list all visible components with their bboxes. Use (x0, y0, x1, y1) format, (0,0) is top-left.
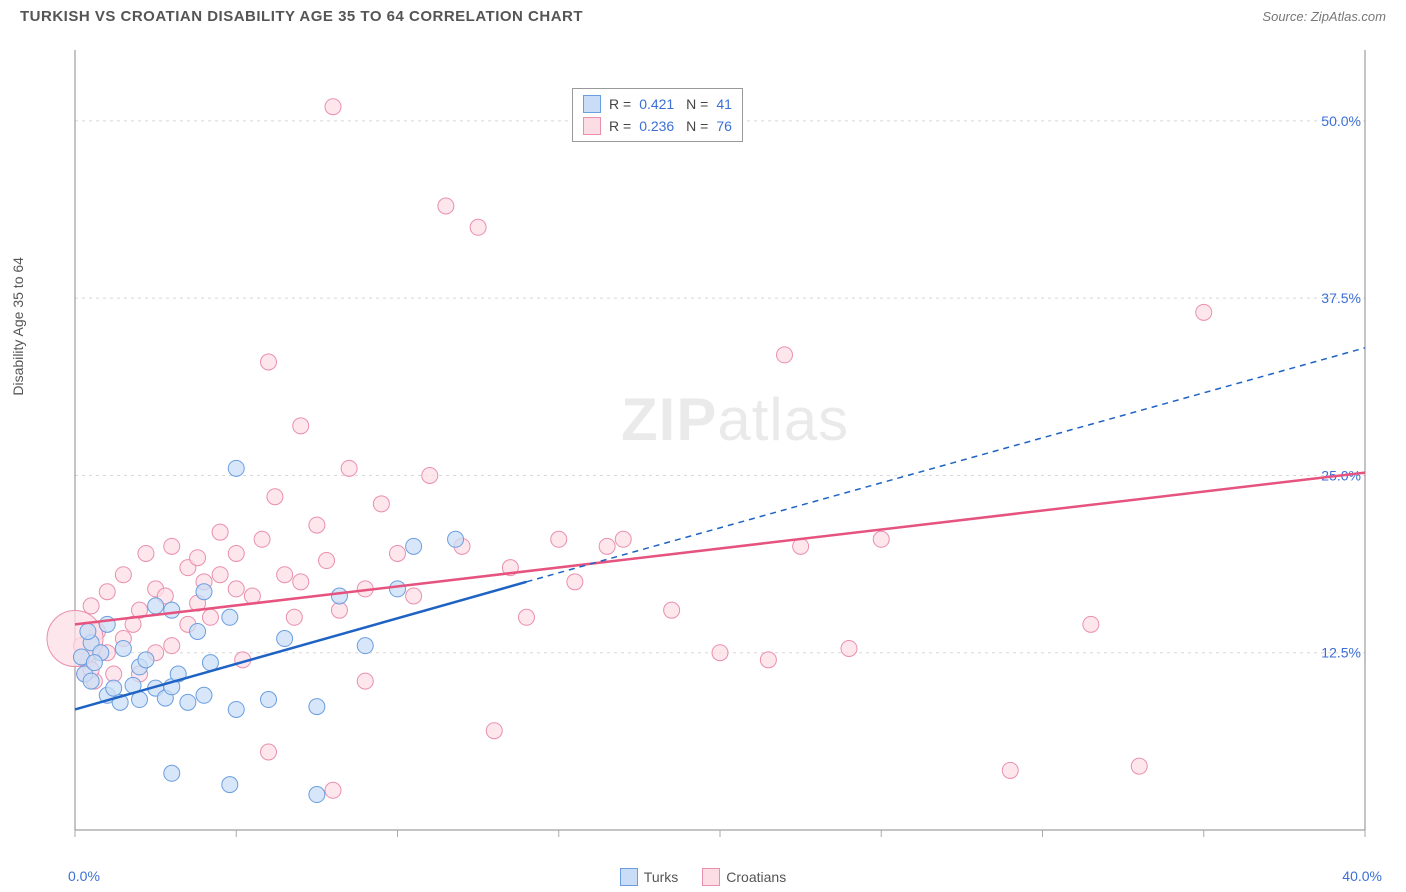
chart-title: TURKISH VS CROATIAN DISABILITY AGE 35 TO… (20, 8, 583, 25)
swatch-croatians (583, 117, 601, 135)
correlation-legend: R =0.421 N =41 R =0.236 N =76 (572, 88, 743, 142)
scatter-plot: 12.5%25.0%37.5%50.0% (20, 40, 1386, 860)
svg-text:37.5%: 37.5% (1321, 290, 1361, 306)
svg-text:12.5%: 12.5% (1321, 645, 1361, 661)
x-axis-min: 0.0% (68, 868, 100, 884)
y-axis-label: Disability Age 35 to 64 (10, 257, 26, 396)
corr-row-croatians: R =0.236 N =76 (583, 115, 732, 137)
legend-item-croatians: Croatians (702, 868, 786, 886)
chart-area: Disability Age 35 to 64 12.5%25.0%37.5%5… (20, 40, 1386, 862)
swatch-turks (583, 95, 601, 113)
legend-item-turks: Turks (620, 868, 678, 886)
x-axis-max: 40.0% (1342, 868, 1382, 884)
corr-row-turks: R =0.421 N =41 (583, 93, 732, 115)
chart-source: Source: ZipAtlas.com (1262, 9, 1386, 24)
legend-bottom: Turks Croatians (0, 868, 1406, 886)
legend-swatch-croatians (702, 868, 720, 886)
legend-swatch-turks (620, 868, 638, 886)
chart-header: TURKISH VS CROATIAN DISABILITY AGE 35 TO… (0, 0, 1406, 29)
svg-text:50.0%: 50.0% (1321, 113, 1361, 129)
